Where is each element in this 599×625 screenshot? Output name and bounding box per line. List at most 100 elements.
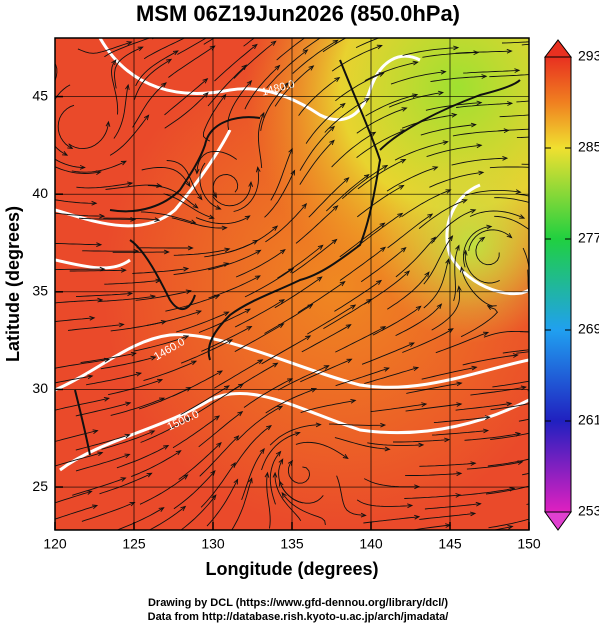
streamline	[426, 144, 482, 158]
streamline	[55, 145, 68, 156]
streamline	[363, 516, 420, 524]
streamline-arrow	[573, 162, 578, 166]
streamline	[173, 262, 229, 276]
streamline	[455, 50, 512, 54]
streamline	[241, 448, 265, 501]
streamline	[300, 399, 356, 414]
streamline-arrow	[185, 181, 191, 188]
streamline	[77, 41, 132, 54]
streamline	[388, 92, 443, 108]
streamline-arrow	[143, 114, 150, 121]
streamline-arrow	[315, 422, 322, 428]
streamline-arrow	[455, 244, 460, 251]
streamline	[501, 41, 529, 44]
streamline	[55, 268, 105, 271]
streamline-arrow	[451, 112, 458, 118]
streamline	[419, 512, 476, 520]
streamline-arrow	[301, 203, 308, 209]
streamline-arrow	[150, 355, 157, 361]
streamline-arrow	[103, 396, 110, 402]
streamline-arrow	[278, 458, 284, 465]
streamline	[163, 193, 214, 219]
streamline-arrow	[582, 312, 587, 316]
streamline-arrow	[370, 131, 377, 137]
streamline-arrow	[520, 385, 527, 391]
streamline-arrow	[421, 402, 428, 407]
streamline	[257, 112, 265, 169]
streamline-arrow	[476, 143, 483, 149]
streamline	[372, 305, 421, 336]
streamline-arrow	[226, 339, 234, 344]
streamline-arrow	[519, 214, 526, 219]
streamline	[180, 339, 233, 364]
streamline-arrow	[99, 213, 106, 219]
streamline	[297, 281, 345, 313]
streamline	[325, 174, 370, 212]
x-tick-label: 130	[201, 536, 225, 552]
streamline	[147, 185, 198, 209]
streamline-arrow	[130, 351, 137, 357]
streamline-arrow	[274, 64, 281, 71]
streamline	[274, 472, 302, 521]
streamline-arrow	[221, 26, 226, 30]
streamline-arrow	[404, 29, 409, 33]
streamline-arrow	[404, 270, 411, 276]
streamline-arrow	[278, 299, 285, 305]
streamline-arrow	[305, 335, 312, 341]
streamline-arrow	[158, 507, 165, 512]
streamline-arrow	[208, 214, 215, 220]
streamline	[261, 432, 300, 471]
streamline	[113, 84, 129, 139]
streamline	[463, 226, 492, 268]
streamline-arrow	[380, 422, 387, 428]
streamline	[387, 271, 430, 310]
streamline	[356, 129, 406, 158]
streamline	[173, 248, 230, 256]
streamline	[55, 62, 58, 82]
streamline-arrow	[154, 217, 161, 223]
streamline-arrow	[92, 429, 99, 434]
streamline-arrow	[476, 100, 483, 106]
streamline-arrow	[469, 511, 477, 517]
streamline	[143, 38, 186, 60]
streamline-arrow	[310, 388, 318, 393]
streamline	[269, 451, 281, 505]
streamline-arrow	[481, 74, 488, 79]
streamline-arrow	[283, 82, 289, 88]
streamline-arrow	[514, 68, 521, 73]
streamline	[233, 40, 276, 79]
streamline	[132, 82, 167, 128]
streamline	[139, 474, 188, 505]
streamline-arrow	[444, 437, 451, 443]
streamline	[430, 75, 487, 83]
streamline	[71, 160, 127, 173]
streamline-arrow	[376, 279, 383, 286]
streamline-arrow	[302, 49, 309, 55]
streamline	[131, 450, 181, 478]
streamline-arrow	[120, 477, 127, 482]
streamline-arrow	[456, 381, 463, 387]
streamline	[458, 487, 515, 496]
streamline	[176, 311, 229, 333]
streamline-arrow	[92, 504, 99, 510]
streamline	[516, 100, 529, 103]
contour-line	[55, 333, 529, 392]
streamline	[431, 286, 461, 331]
streamline	[295, 441, 349, 459]
streamline-arrow	[502, 155, 509, 161]
streamline	[522, 247, 529, 272]
streamline-arrow	[275, 450, 282, 457]
streamline-arrow	[538, 515, 543, 519]
streamline-arrow	[48, 128, 52, 133]
streamline	[356, 213, 403, 247]
streamline	[395, 303, 442, 337]
streamline-arrow	[137, 46, 144, 52]
streamline	[55, 158, 85, 168]
streamline	[100, 356, 156, 370]
streamline	[140, 417, 191, 443]
streamline-arrow	[364, 98, 370, 103]
contour-line	[55, 129, 232, 228]
streamline-arrow	[279, 249, 286, 255]
streamline	[116, 507, 164, 530]
streamline-arrow	[175, 450, 182, 456]
